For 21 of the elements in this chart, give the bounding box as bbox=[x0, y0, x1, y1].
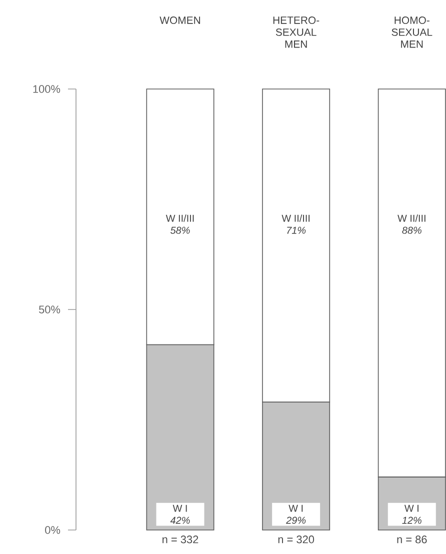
text: n = 320 bbox=[278, 536, 314, 544]
data-label: 12% bbox=[402, 516, 422, 524]
text: W I bbox=[404, 504, 418, 512]
data-label: 29% bbox=[286, 516, 306, 524]
data-label: 88% bbox=[402, 226, 422, 234]
y-tick-label: 50% bbox=[38, 306, 60, 314]
text: W II/III bbox=[282, 214, 310, 222]
data-label: 42% bbox=[170, 516, 190, 524]
series-label: W II/III bbox=[166, 214, 194, 222]
y-tick-label: 100% bbox=[33, 85, 60, 93]
data-label: 71% bbox=[287, 226, 306, 234]
data-label: 58% bbox=[170, 226, 190, 234]
series-label: W I bbox=[172, 504, 187, 512]
x-tick-label: WOMEN bbox=[160, 16, 200, 24]
text: W II/III bbox=[398, 214, 426, 222]
x-tick-label: HETERO-SEXUAL MEN bbox=[273, 16, 320, 48]
text: n = 86 bbox=[397, 536, 427, 544]
text: W I bbox=[288, 504, 303, 512]
text: n = 332 bbox=[162, 536, 198, 544]
x-tick-label: HOMO-SEXUAL MEN bbox=[392, 16, 432, 48]
y-tick-label: 0% bbox=[45, 526, 60, 534]
